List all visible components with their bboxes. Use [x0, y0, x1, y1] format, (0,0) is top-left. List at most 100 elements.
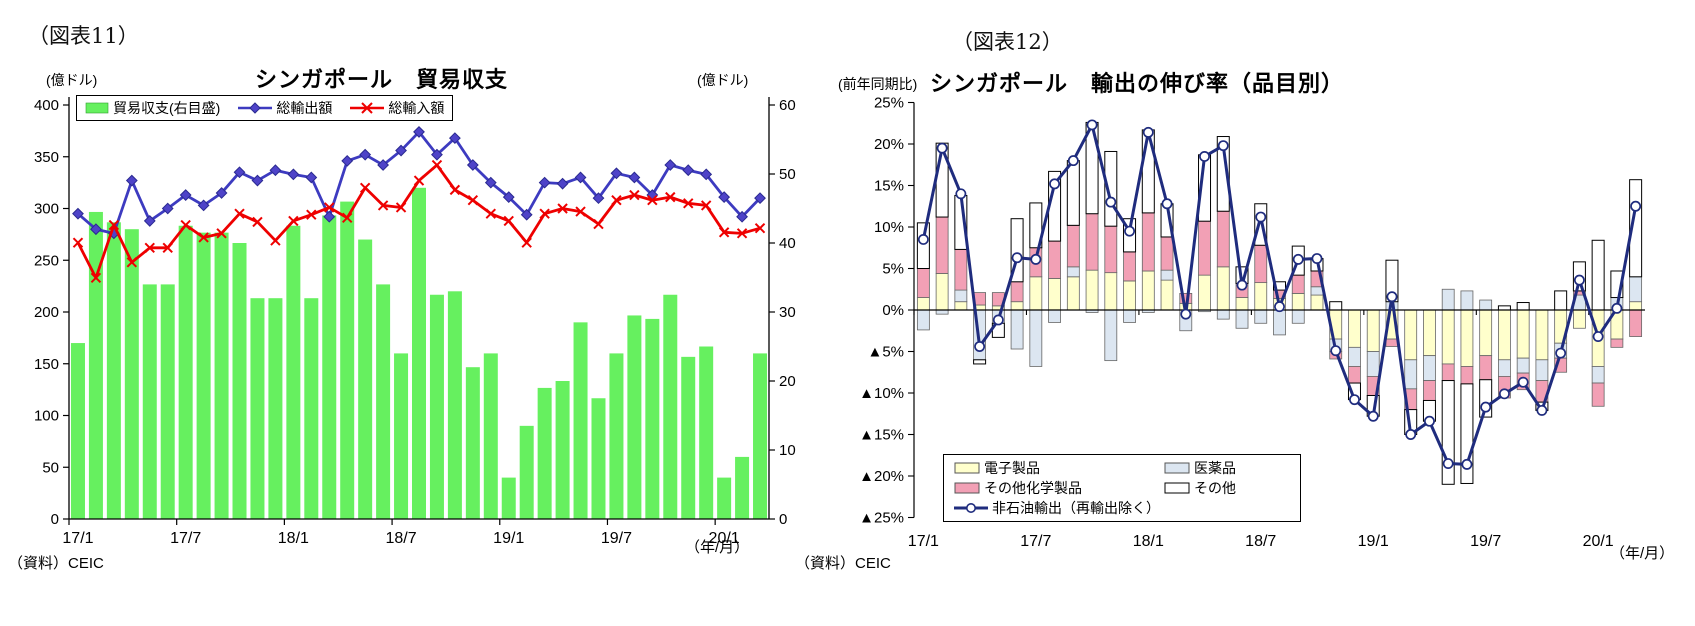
stacked-bar-segment — [1404, 359, 1418, 390]
imports-marker — [341, 212, 353, 224]
trade-balance-bar — [447, 291, 462, 519]
imports-marker — [647, 195, 658, 206]
stacked-bar-segment — [935, 273, 949, 311]
x-axis-tick-label: 19/7 — [601, 530, 632, 547]
non-oil-exports-marker — [1517, 376, 1529, 388]
imports-marker — [718, 227, 730, 238]
stacked-bar-segment — [1591, 382, 1605, 407]
imports-marker — [736, 228, 748, 239]
non-oil-exports-marker — [1573, 274, 1585, 286]
legend-label: その他 — [1194, 480, 1236, 496]
stacked-bar-segment — [1385, 338, 1399, 347]
non-oil-exports-marker — [1423, 415, 1435, 427]
stacked-bar-segment — [916, 309, 930, 331]
left-axis-tick-label: 250 — [34, 252, 59, 269]
exports-marker — [341, 154, 354, 167]
stacked-bar-segment — [1535, 309, 1549, 361]
stacked-bar-segment — [954, 289, 968, 303]
trade-balance-bar — [88, 211, 103, 519]
left-axis-tick-label: 350 — [34, 149, 59, 166]
stacked-bar-segment — [1479, 309, 1493, 357]
left-axis-tick-label: 300 — [34, 201, 59, 218]
non-oil-exports-marker — [1105, 196, 1117, 208]
imports-marker — [270, 235, 281, 246]
exports-marker — [502, 191, 515, 204]
non-oil-exports-marker — [1611, 302, 1623, 314]
stacked-bar-segment — [1441, 309, 1455, 365]
imports-marker — [377, 200, 389, 211]
trade-balance-bar — [250, 298, 265, 519]
stacked-bar-segment — [1216, 266, 1230, 311]
stacked-bar-segment — [1291, 274, 1305, 294]
exports-marker — [287, 168, 300, 181]
stacked-bar-segment — [1066, 224, 1080, 268]
exports-marker — [413, 126, 425, 138]
exports-marker — [72, 207, 84, 220]
non-oil-exports-marker — [1124, 225, 1136, 237]
left-axis-tick-label: ▲10% — [859, 385, 904, 402]
non-oil-exports-marker — [1030, 253, 1042, 265]
imports-marker — [216, 228, 227, 239]
imports-marker — [539, 208, 550, 219]
stacked-bar-segment — [1460, 290, 1474, 311]
stacked-bar-segment — [1291, 292, 1305, 311]
stacked-bar-segment — [1535, 359, 1549, 381]
trade-balance-bar — [609, 353, 624, 519]
imports-marker — [288, 215, 299, 227]
stacked-bar-segment — [916, 268, 930, 298]
exports-marker — [718, 191, 731, 204]
stacked-bar-segment — [954, 249, 968, 291]
stacked-bar-segment — [973, 359, 987, 365]
right-axis-tick-label: 20 — [779, 373, 796, 390]
imports-marker — [557, 203, 568, 214]
stacked-bar-segment — [916, 222, 930, 270]
exports-marker — [682, 164, 695, 177]
trade-balance-bar — [286, 225, 301, 519]
stacked-bar-segment — [1198, 274, 1211, 311]
exports-marker — [448, 132, 461, 145]
trade-balance-bar — [106, 222, 121, 520]
stacked-bar-segment — [1141, 129, 1155, 214]
imports-marker — [593, 218, 604, 230]
trade-balance-bar — [394, 353, 409, 519]
exports-marker — [215, 187, 228, 199]
stacked-bar-segment — [1366, 351, 1380, 377]
imports-marker — [683, 198, 694, 209]
legend-item-other-chemicals: その他化学製品 — [954, 478, 1104, 498]
imports-marker — [234, 208, 245, 219]
left-axis-tick-label: ▲20% — [859, 468, 904, 485]
stacked-bar-segment — [1497, 305, 1511, 311]
stacked-bar-segment — [1366, 309, 1380, 352]
figure12-axis-caption: （年/月） — [1610, 545, 1675, 562]
figure12-source: （資料）CEIC — [795, 555, 891, 572]
trade-balance-bar — [178, 225, 193, 519]
right-axis-tick-label: 60 — [779, 97, 796, 114]
exports-marker — [736, 210, 748, 223]
left-axis-tick-label: 400 — [34, 97, 59, 114]
green-bar-swatch — [85, 102, 109, 114]
stacked-bar-segment — [1273, 281, 1286, 291]
legend-label: 総輸出額 — [276, 100, 333, 116]
stacked-bar-segment — [1610, 338, 1624, 348]
other-chemicals-swatch — [954, 482, 980, 494]
stacked-bar-segment — [1423, 309, 1436, 357]
right-axis-tick-label: 40 — [779, 235, 796, 252]
stacked-bar-segment — [1254, 244, 1268, 284]
stacked-bar-segment — [935, 309, 949, 315]
x-axis-tick-label: 18/1 — [1133, 533, 1164, 550]
stacked-bar-segment — [1273, 309, 1286, 336]
figure11-label: （図表11） — [28, 24, 139, 48]
stacked-bar-segment — [1048, 309, 1061, 323]
stacked-bar-segment — [1479, 299, 1493, 311]
imports-marker — [503, 215, 514, 227]
non-oil-exports-marker — [1386, 291, 1398, 303]
red-x-line-swatch — [350, 102, 385, 114]
trade-balance-bar — [483, 353, 498, 519]
non-oil-exports-marker — [1142, 126, 1154, 138]
non-oil-exports-marker — [1480, 401, 1492, 413]
imports-marker — [90, 272, 102, 284]
imports-marker — [665, 191, 676, 203]
non-oil-exports-marker — [1049, 178, 1061, 190]
